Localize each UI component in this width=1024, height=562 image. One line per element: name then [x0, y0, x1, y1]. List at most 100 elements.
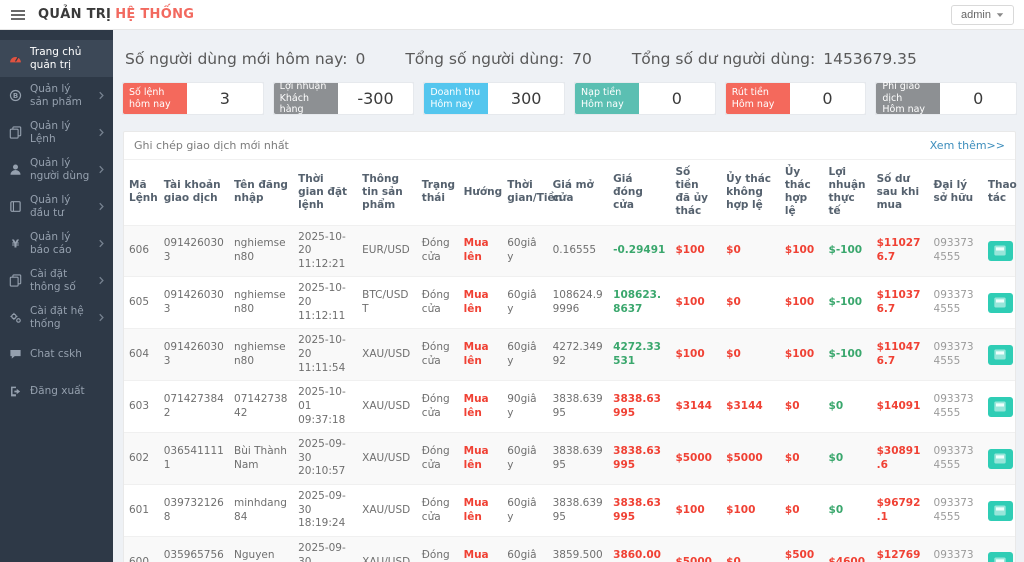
chat-icon: [8, 348, 23, 361]
cell-actions: [982, 432, 1015, 485]
cell-account: 0914260303: [158, 224, 230, 277]
view-order-button[interactable]: [987, 448, 1013, 469]
chevron-right-icon: [98, 165, 105, 174]
sidebar-item-label: Quản lý người dùng: [30, 157, 90, 182]
top-header: QUẢN TRỊ HỆ THỐNG admin: [0, 0, 1024, 30]
cell-username: 0714273842: [229, 380, 294, 433]
cell-status: Đóng cửa: [416, 536, 459, 562]
card-label: Số lệnh hôm nay: [123, 83, 187, 114]
sidebar-item-params[interactable]: Cài đặt thông số: [0, 262, 113, 299]
view-order-button[interactable]: [987, 344, 1013, 365]
sidebar-item-logout[interactable]: Đăng xuất: [0, 373, 113, 410]
main-content: Số người dùng mới hôm nay: 0 Tổng số ngườ…: [113, 30, 1024, 562]
window-icon: [993, 297, 1007, 308]
sidebar-item-orders[interactable]: Quản lý Lệnh: [0, 114, 113, 151]
cell-entrusted: $100: [670, 484, 722, 537]
card-label: Rút tiền Hôm nay: [725, 83, 790, 114]
user-menu-label: admin: [961, 8, 991, 21]
cell-status: Đóng cửa: [416, 484, 459, 537]
card-deposit-today: Nạp tiền Hôm nay 0: [575, 83, 715, 114]
cell-product: XAU/USD: [357, 484, 417, 537]
table-body: 606 0914260303 nghiemsen80 2025-10-20 11:12…: [124, 224, 1015, 562]
cell-product: BTC/USDT: [357, 276, 417, 329]
cell-close-price: 3838.63995: [608, 432, 671, 485]
cell-agent: 0933734555: [928, 224, 983, 277]
column-header-3: Thời gian đặt lệnh: [298, 172, 348, 211]
sidebar-item-system[interactable]: Cài đặt hệ thống: [0, 299, 113, 336]
table-row-603: 603 0714273842 0714273842 2025-10-01 09:37:…: [124, 380, 1015, 433]
cell-duration: 90giây: [502, 380, 548, 433]
cell-duration: 60giây: [502, 224, 548, 277]
app-title-dark: QUẢN TRỊ: [38, 7, 112, 22]
cell-agent: 0933734555: [928, 328, 983, 381]
view-order-button[interactable]: [987, 500, 1013, 521]
view-order-button[interactable]: [987, 292, 1013, 313]
sidebar-item-chat[interactable]: Chat cskh: [0, 336, 113, 373]
files-icon: [8, 126, 23, 139]
card-value: -300: [337, 83, 414, 114]
card-label: Doanh thu Hôm nay: [424, 83, 489, 114]
cell-entrusted: $100: [670, 224, 722, 277]
sidebar-item-users[interactable]: Quản lý người dùng: [0, 151, 113, 188]
sidebar-item-investment[interactable]: Quản lý đầu tư: [0, 188, 113, 225]
chevron-right-icon: [98, 91, 105, 100]
card-customer-profit: Lợi nhuận Khách hàng -300: [273, 81, 414, 115]
cell-valid-entrust: $100: [779, 276, 824, 329]
cell-direction: Mua lên: [458, 536, 503, 562]
cell-direction: Mua lên: [458, 328, 503, 381]
column-header-12: Ủy thác hợp lệ: [784, 166, 811, 218]
stat-total-users: Tổng số người dùng: 70: [405, 50, 592, 68]
cell-balance-after: $110276.7: [871, 224, 929, 277]
cell-duration: 60giây: [502, 536, 548, 562]
cell-username: Nguyen Van Long: [229, 536, 294, 562]
cell-open-price: 3838.63995: [547, 432, 609, 485]
cell-actions: [982, 224, 1015, 277]
cell-open-price: 4272.34992: [547, 328, 609, 381]
cell-entrusted: $5000: [670, 432, 722, 485]
view-order-button[interactable]: [987, 240, 1013, 261]
sidebar-item-home[interactable]: Trang chủ quản trị: [0, 40, 113, 77]
cell-invalid-entrust: $5000: [721, 432, 780, 485]
sidebar-item-label: Đăng xuất: [30, 385, 85, 398]
layout: Trang chủ quản trị B Quản lý sản phẩm Quản …: [0, 30, 1024, 562]
cell-product: XAU/USD: [357, 432, 417, 485]
cell-time: 2025-09-30 18:19:24: [293, 484, 358, 537]
column-header-10: Số tiền đã ủy thác: [675, 166, 709, 218]
window-icon: [993, 557, 1007, 562]
cell-actions: [982, 536, 1015, 562]
card-fees-today: Phí giao dịch Hôm nay 0: [876, 81, 1017, 115]
stat-cards: Số lệnh hôm nay 3 Lợi nhuận Khách hàng -300 Do…: [123, 81, 1017, 115]
sidebar-item-products[interactable]: B Quản lý sản phẩm: [0, 77, 113, 114]
user-menu-button[interactable]: admin: [951, 4, 1014, 25]
card-value: 0: [639, 83, 715, 114]
cell-order-id: 601: [124, 484, 159, 537]
cell-valid-entrust: $0: [779, 432, 824, 485]
cell-balance-after: $110476.7: [871, 328, 929, 381]
cell-balance-after: $96792.1: [871, 484, 929, 537]
app-title-accent: HỆ THỐNG: [115, 7, 195, 22]
card-value: 3: [187, 83, 263, 114]
cell-username: minhdang84: [229, 484, 294, 537]
see-more-link[interactable]: Xem thêm>>: [929, 139, 1005, 152]
cell-profit: $-100: [823, 276, 872, 329]
menu-icon[interactable]: [10, 8, 26, 22]
view-order-button[interactable]: [987, 552, 1013, 562]
chevron-right-icon: [98, 313, 105, 322]
cell-order-id: 604: [124, 328, 159, 381]
column-header-11: Ủy thác không hợp lệ: [726, 172, 772, 211]
view-order-button[interactable]: [987, 396, 1013, 417]
column-header-16: Thao tác: [987, 179, 1017, 205]
chevron-down-icon: [996, 9, 1004, 21]
cell-duration: 60giây: [502, 484, 548, 537]
column-header-1: Tài khoản giao dịch: [163, 179, 221, 205]
cell-open-price: 3838.63995: [547, 380, 609, 433]
column-header-14: Số dư sau khi mua: [876, 172, 920, 211]
cell-product: XAU/USD: [357, 380, 417, 433]
sidebar-item-reports[interactable]: ¥ Quản lý báo cáo: [0, 225, 113, 262]
dashboard-icon: [8, 52, 23, 65]
cell-time: 2025-10-20 11:12:21: [293, 224, 358, 277]
table-header-row: Mã Lệnh Tài khoản giao dịch Tên đăng nhập T…: [124, 160, 1017, 225]
app-title: QUẢN TRỊ HỆ THỐNG: [38, 7, 194, 22]
files-icon: [8, 274, 23, 287]
cell-profit: $0: [823, 432, 872, 485]
